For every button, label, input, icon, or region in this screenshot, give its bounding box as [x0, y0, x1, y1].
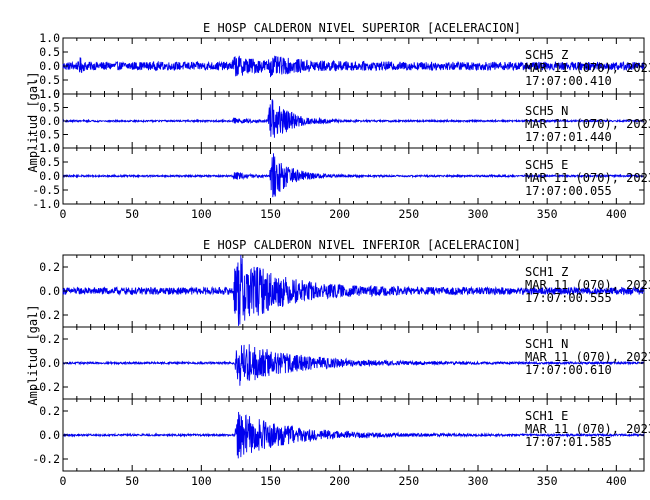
y-tick-label: 0.2	[39, 332, 60, 346]
trace-channel-label: SCH5 Z	[525, 48, 568, 62]
y-tick-label: 0.5	[39, 45, 60, 59]
x-tick-label: 250	[398, 207, 419, 221]
y-tick-label: 0.5	[39, 155, 60, 169]
x-tick-label: 350	[537, 207, 558, 221]
y-tick-label: 1.0	[39, 87, 60, 101]
upper-y-axis-label: Amplitud [gal]	[26, 71, 40, 172]
waveform-trace	[62, 153, 645, 198]
trace-date-label: MAR 11 (070), 2023	[525, 278, 650, 292]
y-tick-label: -0.5	[32, 128, 60, 142]
y-tick-label: 0.5	[39, 101, 60, 115]
lower-chart-title: E HOSP CALDERON NIVEL INFERIOR [ACELERAC…	[203, 238, 521, 252]
trace-time-label: 17:07:00.610	[525, 363, 612, 377]
x-tick-label: 0	[60, 207, 67, 221]
trace-channel-label: SCH1 Z	[525, 265, 568, 279]
x-tick-label: 400	[606, 207, 627, 221]
waveform-trace	[62, 255, 645, 326]
waveform-trace	[62, 411, 645, 459]
trace-time-label: 17:07:01.440	[525, 130, 612, 144]
x-tick-label: 100	[191, 207, 212, 221]
y-tick-label: -0.2	[32, 380, 60, 394]
trace-date-label: MAR 11 (070), 2023	[525, 61, 650, 75]
y-tick-label: -1.0	[32, 141, 60, 155]
waveform-trace	[62, 55, 645, 78]
trace-time-label: 17:07:00.555	[525, 291, 612, 305]
trace-time-label: 17:07:00.055	[525, 184, 612, 198]
x-tick-label: 250	[398, 474, 419, 488]
trace-channel-label: SCH5 N	[525, 104, 568, 118]
y-tick-label: -1.0	[32, 197, 60, 211]
x-tick-label: 150	[260, 474, 281, 488]
x-tick-label: 100	[191, 474, 212, 488]
trace-time-label: 17:07:00.410	[525, 74, 612, 88]
y-tick-label: -0.2	[32, 308, 60, 322]
y-tick-label: -1.0	[32, 87, 60, 101]
y-tick-label: 1.0	[39, 141, 60, 155]
trace-channel-label: SCH5 E	[525, 158, 568, 172]
y-tick-label: -0.2	[32, 452, 60, 466]
y-tick-label: 0.0	[39, 428, 60, 442]
waveform-trace	[62, 99, 645, 138]
trace-date-label: MAR 11 (070), 2023	[525, 117, 650, 131]
trace-channel-label: SCH1 N	[525, 337, 568, 351]
lower-y-axis-label: Amplitud [gal]	[26, 304, 40, 405]
trace-date-label: MAR 11 (070), 2023	[525, 422, 650, 436]
waveform-trace	[62, 344, 645, 386]
y-tick-label: 0.0	[39, 284, 60, 298]
x-tick-label: 200	[329, 474, 350, 488]
y-tick-label: 0.0	[39, 59, 60, 73]
y-tick-label: -0.5	[32, 73, 60, 87]
y-tick-label: 0.0	[39, 356, 60, 370]
x-tick-label: 300	[468, 474, 489, 488]
y-tick-label: 0.0	[39, 169, 60, 183]
x-tick-label: 400	[606, 474, 627, 488]
x-tick-label: 50	[125, 474, 139, 488]
trace-date-label: MAR 11 (070), 2023	[525, 171, 650, 185]
y-tick-label: 1.0	[39, 31, 60, 45]
y-tick-label: 0.0	[39, 114, 60, 128]
trace-channel-label: SCH1 E	[525, 409, 568, 423]
x-tick-label: 50	[125, 207, 139, 221]
x-tick-label: 0	[60, 474, 67, 488]
trace-time-label: 17:07:01.585	[525, 435, 612, 449]
x-tick-label: 150	[260, 207, 281, 221]
x-tick-label: 350	[537, 474, 558, 488]
y-tick-label: -0.5	[32, 183, 60, 197]
x-tick-label: 300	[468, 207, 489, 221]
upper-chart-title: E HOSP CALDERON NIVEL SUPERIOR [ACELERAC…	[203, 21, 521, 35]
x-tick-label: 200	[329, 207, 350, 221]
y-tick-label: 0.2	[39, 260, 60, 274]
y-tick-label: 0.2	[39, 404, 60, 418]
trace-date-label: MAR 11 (070), 2023	[525, 350, 650, 364]
